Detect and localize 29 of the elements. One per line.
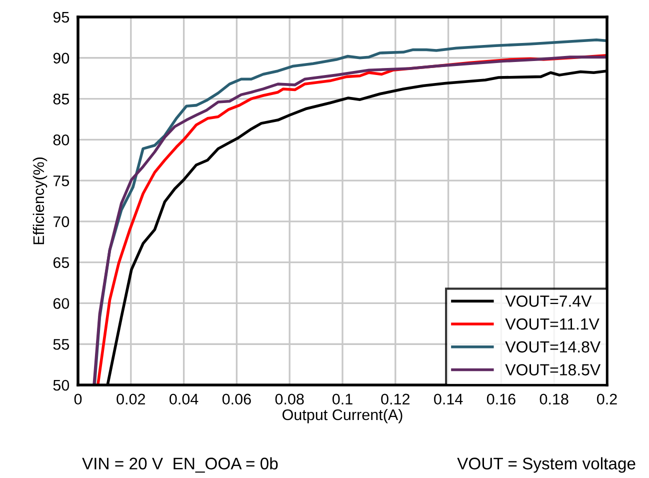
y-axis-title: Efficiency(%)	[32, 158, 48, 244]
y-tick-label: 75	[53, 176, 70, 186]
y-tick-label: 55	[53, 339, 70, 350]
x-tick-label: 0.12	[381, 394, 410, 405]
x-tick-label: 0.18	[540, 394, 568, 405]
y-tick-label: 65	[53, 257, 70, 268]
legend-label: VOUT=11.1V	[505, 318, 600, 330]
x-tick-label: 0.1	[332, 394, 352, 405]
x-axis-title: Output Current(A)	[282, 408, 402, 424]
x-tick-label: 0.2	[596, 394, 617, 405]
x-tick-label: 0.16	[486, 394, 516, 405]
x-tick-label: 0.14	[434, 394, 463, 405]
y-tick-label: 60	[53, 298, 70, 309]
y-tick-label: 90	[53, 52, 70, 64]
x-tick-label: 0.06	[222, 394, 251, 405]
y-tick-label: 85	[53, 94, 70, 104]
y-tick-label: 50	[53, 380, 70, 391]
text: VOUT = System voltage	[457, 457, 636, 473]
x-tick-label: 0.04	[170, 394, 198, 405]
y-tick-label: 95	[53, 12, 70, 23]
x-tick-label: 0	[74, 394, 82, 405]
legend-label: VOUT=7.4V	[505, 296, 592, 307]
legend-label: VOUT=18.5V	[505, 364, 601, 376]
legend-label: VOUT=14.8V	[505, 341, 601, 353]
text: VIN = 20 V EN_OOA = 0b	[82, 457, 278, 473]
y-tick-label: 70	[53, 216, 70, 228]
x-tick-label: 0.08	[275, 394, 304, 405]
x-tick-label: 0.02	[116, 394, 145, 405]
y-tick-label: 80	[53, 134, 70, 146]
